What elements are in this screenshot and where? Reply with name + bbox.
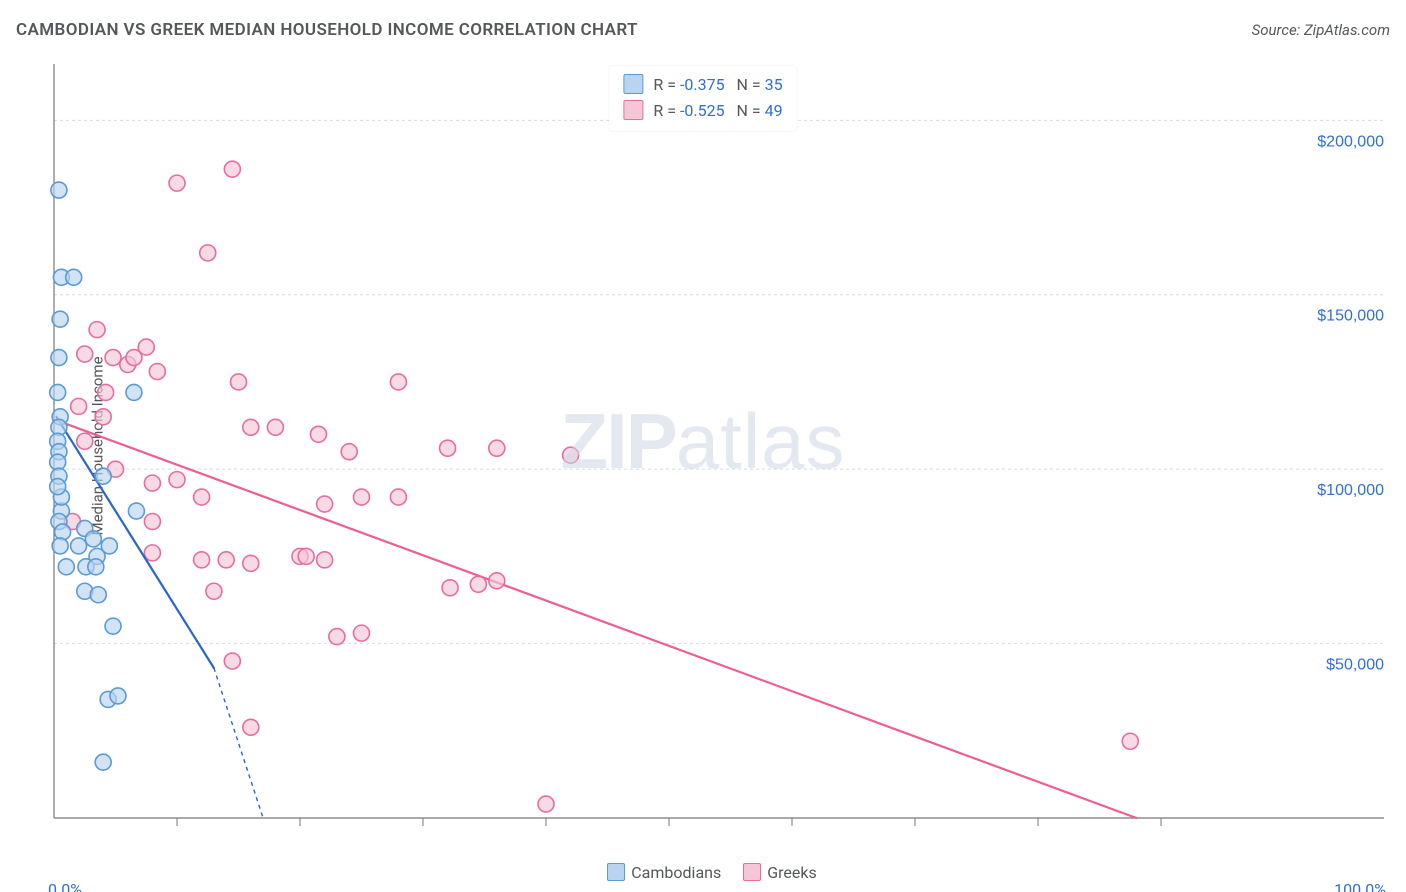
legend-row-cambodians: R = -0.375 N = 35 — [623, 72, 782, 98]
chart-header: CAMBODIAN VS GREEK MEDIAN HOUSEHOLD INCO… — [16, 20, 1390, 40]
legend-label-greeks: Greeks — [767, 863, 817, 882]
correlation-legend: R = -0.375 N = 35 R = -0.525 N = 49 — [609, 66, 796, 131]
svg-text:$200,000: $200,000 — [1317, 133, 1384, 150]
svg-text:$50,000: $50,000 — [1326, 657, 1384, 674]
svg-text:$150,000: $150,000 — [1317, 308, 1384, 325]
legend-label-cambodians: Cambodians — [631, 863, 721, 882]
scatter-chart: $50,000 $100,000 $150,000 $200,000 — [44, 58, 1390, 848]
chart-source: Source: ZipAtlas.com — [1252, 21, 1390, 39]
svg-text:$100,000: $100,000 — [1317, 482, 1384, 499]
legend-row-greeks: R = -0.525 N = 49 — [623, 98, 782, 124]
chart-title: CAMBODIAN VS GREEK MEDIAN HOUSEHOLD INCO… — [16, 20, 638, 40]
series-legend: Cambodians Greeks — [0, 863, 1406, 882]
